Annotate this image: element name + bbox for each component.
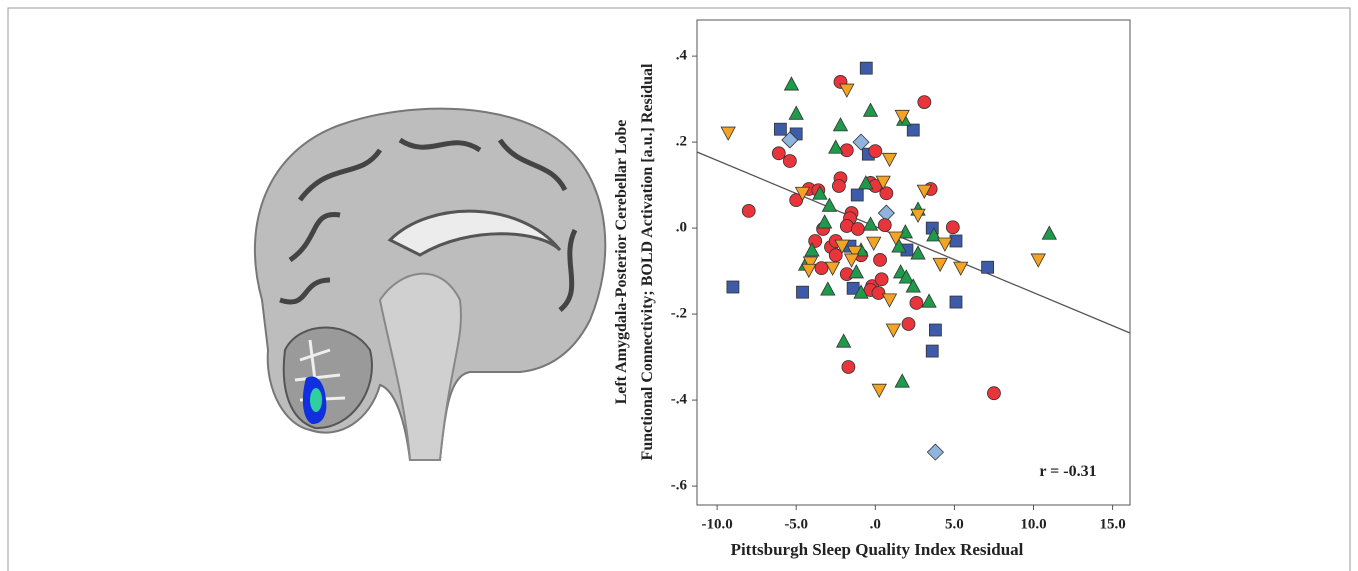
- y-tick-label: -.4: [671, 392, 688, 408]
- data-point: [883, 294, 897, 307]
- x-tick-label: 5.0: [945, 516, 964, 532]
- y-tick-label: -.2: [671, 306, 687, 322]
- figure-canvas: Pittsburgh Sleep Quality Index Residual …: [0, 0, 1358, 571]
- data-point: [982, 261, 994, 273]
- data-point: [895, 374, 909, 387]
- data-point: [933, 258, 947, 271]
- data-point: [880, 187, 893, 200]
- x-axis-label: Pittsburgh Sleep Quality Index Residual: [731, 540, 1024, 559]
- data-point: [910, 296, 923, 309]
- data-point: [772, 147, 785, 160]
- data-point: [784, 77, 798, 90]
- data-point: [789, 106, 803, 119]
- data-point: [851, 189, 863, 201]
- data-point: [840, 84, 854, 97]
- data-point: [954, 262, 968, 275]
- correlation-annotation: r = -0.31: [1039, 463, 1096, 480]
- data-point: [833, 118, 847, 131]
- data-point: [874, 253, 887, 266]
- x-tick-label: -5.0: [784, 516, 808, 532]
- data-point: [1031, 254, 1045, 267]
- data-point: [872, 384, 886, 397]
- data-point: [727, 281, 739, 293]
- data-point: [922, 294, 936, 307]
- x-tick-label: -10.0: [701, 516, 732, 532]
- data-point: [853, 134, 869, 150]
- data-point: [783, 155, 796, 168]
- data-point: [950, 235, 962, 247]
- data-point: [929, 324, 941, 336]
- y-tick-label: -.6: [671, 478, 688, 494]
- data-point: [875, 273, 888, 286]
- data-point: [886, 324, 900, 337]
- x-tick-label: 10.0: [1020, 516, 1046, 532]
- data-point: [918, 96, 931, 109]
- activation-peak: [310, 388, 322, 412]
- data-point: [821, 282, 835, 295]
- data-point: [926, 345, 938, 357]
- y-tick-label: .4: [676, 48, 688, 64]
- data-point: [907, 124, 919, 136]
- data-point: [869, 145, 882, 158]
- data-point: [832, 179, 845, 192]
- data-point: [721, 127, 735, 140]
- data-point: [878, 219, 891, 232]
- data-point: [837, 334, 851, 347]
- y-axis-label: Left Amygdala-Posterior Cerebellar Lobe: [613, 120, 630, 405]
- data-point: [742, 204, 755, 217]
- data-point: [883, 153, 897, 166]
- x-tick-label: .0: [870, 516, 881, 532]
- data-point: [818, 215, 832, 228]
- data-point: [987, 387, 1000, 400]
- y-tick-label: .2: [676, 134, 687, 150]
- y-tick-label: .0: [676, 220, 687, 236]
- data-point: [927, 444, 943, 460]
- data-point: [946, 221, 959, 234]
- data-point: [911, 209, 925, 222]
- data-point: [867, 237, 881, 250]
- data-point: [902, 317, 915, 330]
- data-point: [840, 144, 853, 157]
- data-point: [860, 62, 872, 74]
- plot-frame: [697, 20, 1130, 505]
- figure: Pittsburgh Sleep Quality Index Residual …: [0, 0, 1358, 571]
- data-point: [864, 103, 878, 116]
- data-point: [774, 123, 786, 135]
- data-point: [864, 217, 878, 230]
- x-tick-label: 15.0: [1099, 516, 1125, 532]
- data-point: [1042, 226, 1056, 239]
- data-point: [851, 222, 864, 235]
- y-axis-label: Functional Connectivity; BOLD Activation…: [639, 63, 656, 460]
- data-point: [829, 140, 843, 153]
- data-point: [950, 296, 962, 308]
- brain-image: [255, 109, 605, 460]
- data-point: [797, 286, 809, 298]
- data-point: [802, 264, 816, 277]
- data-point: [842, 360, 855, 373]
- data-point: [872, 287, 885, 300]
